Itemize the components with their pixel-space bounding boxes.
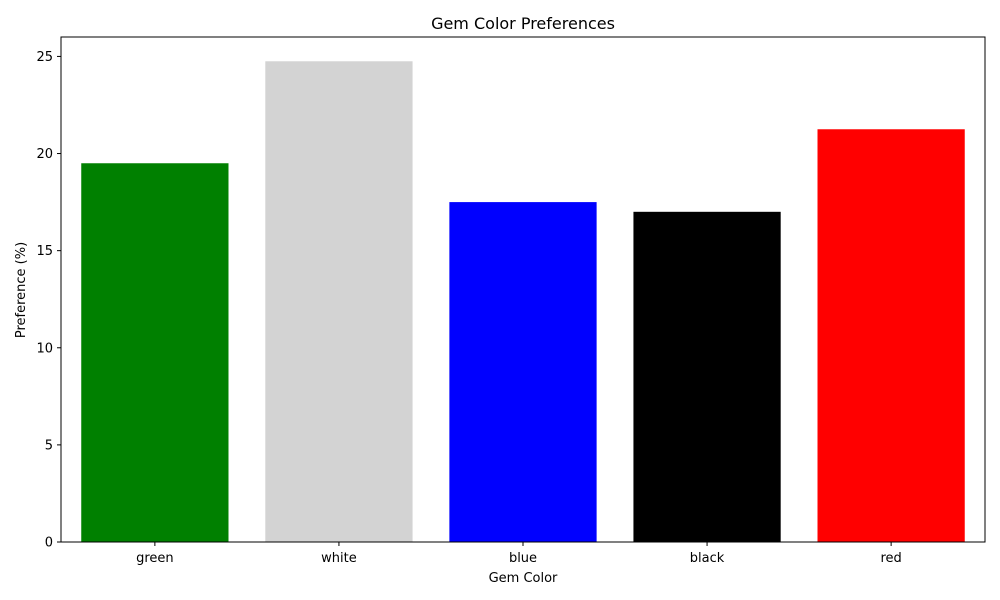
y-tick-label: 10 <box>36 341 53 356</box>
bar-blue <box>449 202 597 542</box>
x-axis-label: Gem Color <box>489 571 558 586</box>
y-tick-label: 15 <box>36 244 53 259</box>
y-tick-label: 25 <box>36 50 53 65</box>
y-tick-label: 20 <box>36 147 53 162</box>
y-axis-label: Preference (%) <box>14 242 29 338</box>
x-tick-label: blue <box>509 551 537 566</box>
bar-green <box>81 163 229 542</box>
x-tick-label: green <box>136 551 174 566</box>
chart-title: Gem Color Preferences <box>431 14 615 33</box>
y-tick-label: 5 <box>45 438 53 453</box>
x-tick-label: black <box>690 551 725 566</box>
plot-area: 0 5 10 15 20 25 green white blue black red <box>36 36 986 566</box>
x-tick-label: white <box>321 551 357 566</box>
bar-red <box>817 129 965 542</box>
bar-black <box>633 211 781 542</box>
y-tick-label: 0 <box>45 536 53 551</box>
bar-white <box>265 61 413 542</box>
x-tick-label: red <box>880 551 901 566</box>
